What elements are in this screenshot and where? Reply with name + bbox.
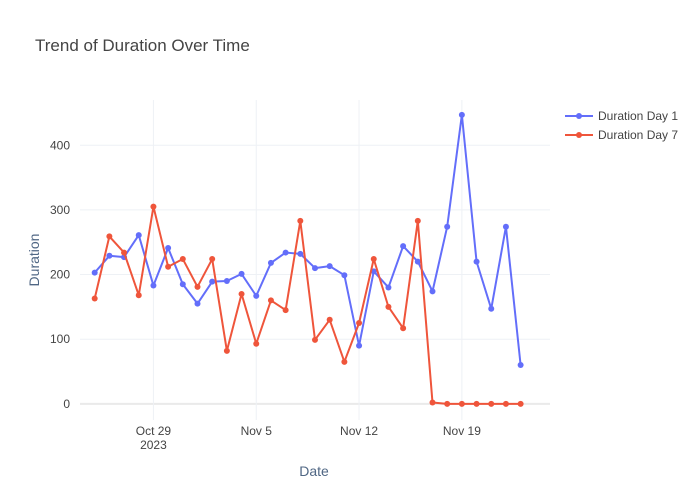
data-point[interactable] [341, 358, 348, 365]
data-point[interactable] [444, 400, 451, 407]
x-tick-sublabel: 2023 [140, 438, 167, 452]
data-point[interactable] [91, 269, 98, 276]
data-point[interactable] [385, 284, 392, 291]
data-point[interactable] [414, 217, 421, 224]
y-axis-ticks: 0 100 200 300 400 [50, 138, 70, 411]
data-point[interactable] [429, 399, 436, 406]
data-point[interactable] [297, 217, 304, 224]
data-point[interactable] [209, 278, 216, 285]
data-point[interactable] [267, 259, 274, 266]
data-point[interactable] [165, 245, 172, 252]
x-tick-label: Nov 5 [241, 424, 273, 438]
y-tick-label: 300 [50, 203, 70, 217]
data-point[interactable] [135, 292, 142, 299]
data-point[interactable] [458, 111, 465, 118]
legend-item[interactable]: Duration Day 1 [565, 109, 678, 123]
data-point[interactable] [194, 283, 201, 290]
data-point[interactable] [223, 347, 230, 354]
series-group [91, 111, 524, 407]
data-point[interactable] [267, 297, 274, 304]
data-point[interactable] [517, 400, 524, 407]
data-point[interactable] [209, 256, 216, 263]
legend-label: Duration Day 7 [598, 128, 678, 142]
data-point[interactable] [179, 281, 186, 288]
data-point[interactable] [253, 292, 260, 299]
series-2 [91, 203, 524, 407]
data-point[interactable] [194, 300, 201, 307]
y-axis-title: Duration [26, 234, 42, 287]
data-point[interactable] [238, 290, 245, 297]
data-point[interactable] [223, 278, 230, 285]
data-point[interactable] [165, 263, 172, 270]
data-point[interactable] [444, 223, 451, 230]
data-point[interactable] [341, 272, 348, 279]
data-point[interactable] [91, 295, 98, 302]
data-point[interactable] [473, 258, 480, 265]
data-point[interactable] [238, 270, 245, 277]
data-point[interactable] [150, 282, 157, 289]
data-point[interactable] [502, 400, 509, 407]
data-point[interactable] [326, 263, 333, 270]
data-point[interactable] [473, 400, 480, 407]
data-point[interactable] [282, 307, 289, 314]
data-point[interactable] [400, 243, 407, 250]
y-tick-label: 0 [63, 397, 70, 411]
data-point[interactable] [312, 336, 318, 343]
data-point[interactable] [356, 320, 363, 327]
y-tick-label: 100 [50, 332, 70, 346]
data-point[interactable] [400, 325, 407, 332]
legend-item[interactable]: Duration Day 7 [565, 128, 678, 142]
legend-label: Duration Day 1 [598, 109, 678, 123]
data-point[interactable] [414, 258, 421, 265]
data-point[interactable] [326, 316, 333, 323]
chart-title: Trend of Duration Over Time [35, 36, 250, 55]
data-point[interactable] [106, 233, 113, 240]
data-point[interactable] [121, 249, 128, 256]
data-point[interactable] [135, 232, 142, 239]
y-tick-label: 200 [50, 268, 70, 282]
data-point[interactable] [356, 342, 363, 349]
data-point[interactable] [429, 288, 436, 295]
data-point[interactable] [253, 340, 260, 347]
series-line [93, 205, 521, 405]
data-point[interactable] [517, 362, 524, 369]
y-tick-label: 400 [50, 138, 70, 152]
data-point[interactable] [370, 256, 377, 263]
series-1 [91, 111, 524, 369]
legend[interactable]: Duration Day 1 Duration Day 7 [565, 109, 678, 142]
data-point[interactable] [179, 256, 186, 263]
data-point[interactable] [282, 249, 289, 256]
data-point[interactable] [312, 265, 318, 272]
series-line [93, 113, 522, 366]
data-point[interactable] [488, 400, 495, 407]
data-point[interactable] [488, 305, 495, 312]
data-point[interactable] [297, 250, 304, 257]
data-point[interactable] [385, 303, 392, 310]
data-point[interactable] [458, 400, 465, 407]
x-tick-label: Nov 12 [340, 424, 378, 438]
x-tick-label: Oct 29 [136, 424, 172, 438]
legend-marker [576, 132, 582, 138]
data-point[interactable] [150, 203, 157, 210]
x-axis-title: Date [299, 463, 329, 479]
data-point[interactable] [502, 223, 509, 230]
x-tick-label: Nov 19 [443, 424, 481, 438]
legend-marker [576, 113, 582, 119]
grid-lines [80, 100, 550, 420]
data-point[interactable] [106, 252, 113, 259]
